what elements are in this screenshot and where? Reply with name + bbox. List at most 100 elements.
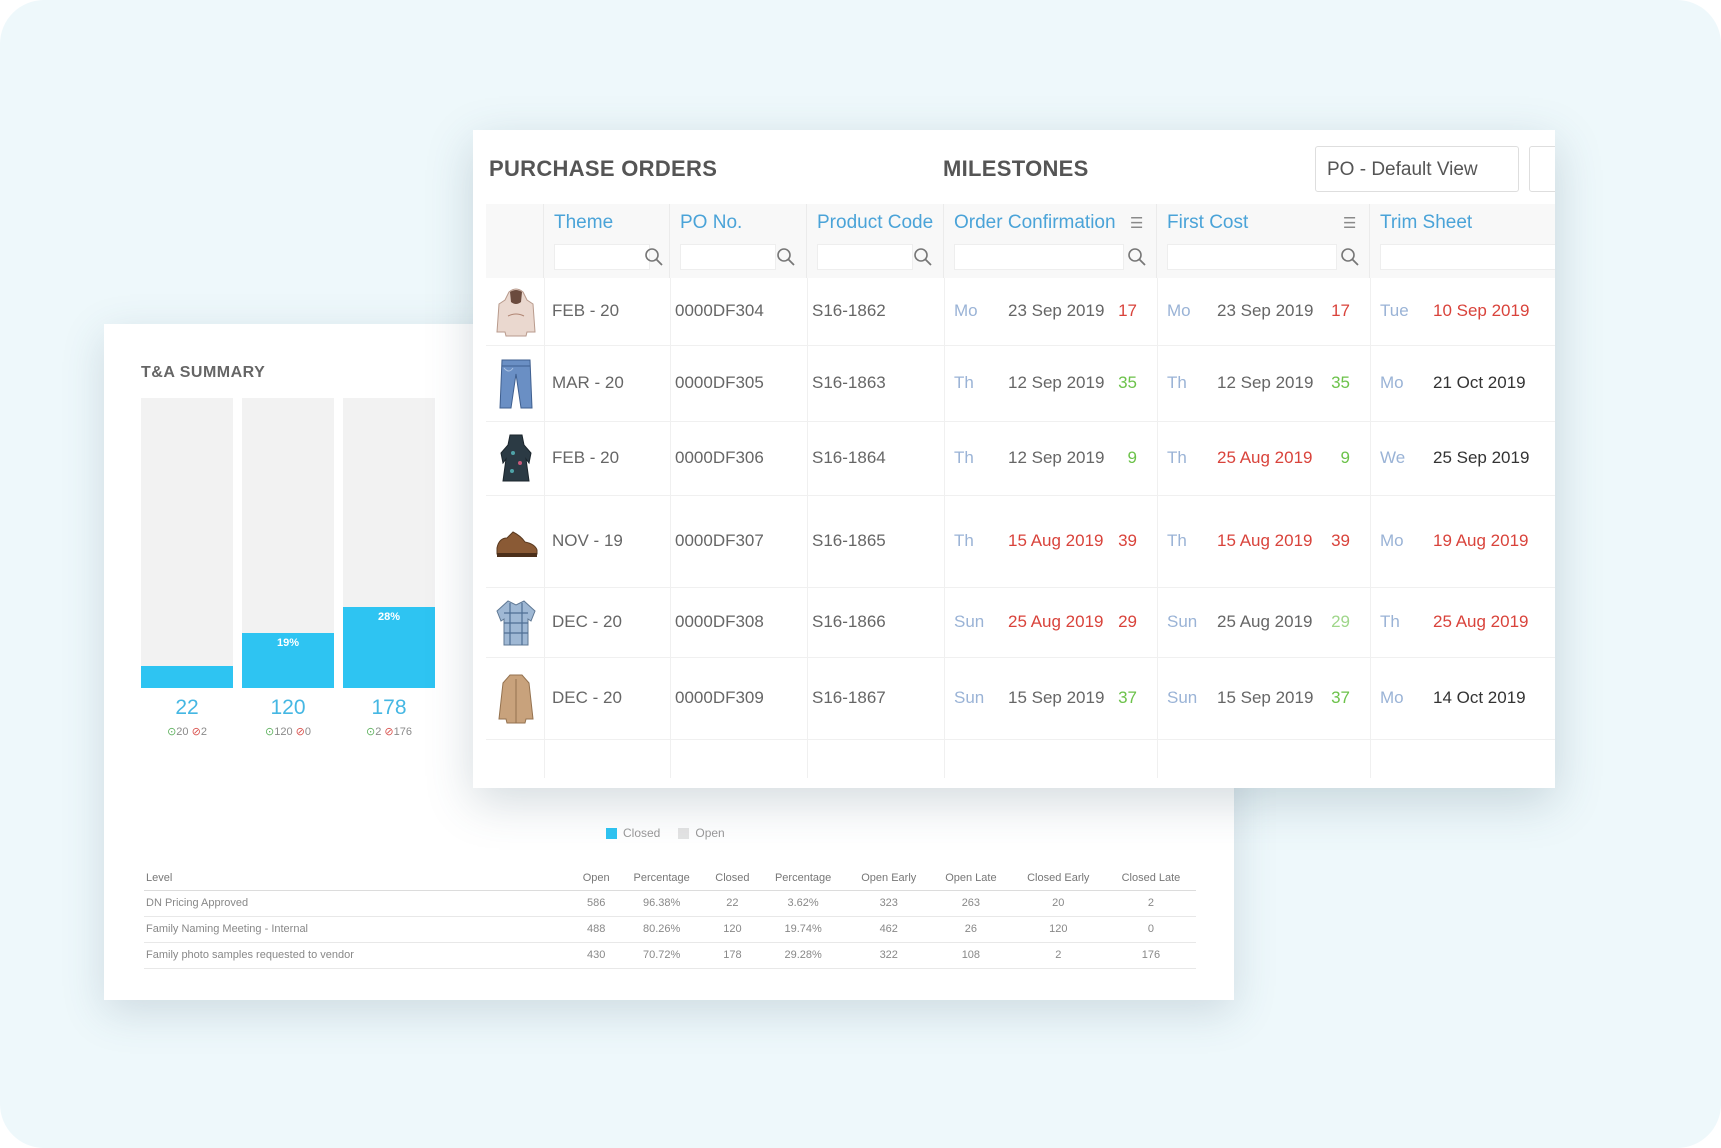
first-cost-date: 15 Sep 2019 bbox=[1217, 688, 1314, 707]
order-confirmation-menu-icon[interactable]: ☰ bbox=[1130, 215, 1144, 232]
header-po-no[interactable]: PO No. bbox=[670, 204, 807, 278]
first-cost-days-count: 29 bbox=[1331, 612, 1350, 631]
level-table-cell: 488 bbox=[574, 916, 619, 943]
po-number-cell: 0000DF305 bbox=[675, 373, 764, 392]
header-product-code-label[interactable]: Product Code bbox=[817, 212, 934, 233]
first-cost-day: Th bbox=[1167, 373, 1187, 392]
theme-cell: DEC - 20 bbox=[552, 688, 622, 707]
bar-total-label: 120 bbox=[270, 696, 306, 719]
level-table-row: Family Naming Meeting - Internal 488 80.26… bbox=[144, 916, 1196, 943]
level-table-cell: 0 bbox=[1105, 916, 1196, 943]
trim-sheet-date: 19 Aug 2019 bbox=[1433, 531, 1529, 550]
view-select[interactable]: PO - Default View bbox=[1315, 146, 1519, 192]
order-confirmation-date: 12 Sep 2019 bbox=[1008, 448, 1105, 467]
level-table-cell: 70.72% bbox=[618, 942, 705, 969]
order-confirmation-date: 25 Aug 2019 bbox=[1008, 612, 1104, 631]
level-table-cell: 322 bbox=[846, 942, 932, 969]
level-table-cell: Family photo samples requested to vendor bbox=[144, 942, 574, 969]
order-confirmation-day: Mo bbox=[954, 301, 978, 320]
purchase-orders-title: PURCHASE ORDERS bbox=[489, 156, 718, 181]
po-no-filter-input[interactable] bbox=[680, 244, 776, 270]
milestones-tab[interactable]: MILESTONES bbox=[943, 156, 1089, 181]
trim-sheet-day: Tue bbox=[1380, 301, 1409, 320]
level-table: Level Open Percentage Closed Percentage Open … bbox=[144, 868, 1196, 969]
header-product-code[interactable]: Product Code bbox=[807, 204, 944, 278]
order-confirmation-date: 15 Sep 2019 bbox=[1008, 688, 1105, 707]
bar-percent-label: 19% bbox=[276, 636, 300, 649]
order-confirmation-days-count: 39 bbox=[1118, 531, 1137, 550]
bar-open-1: 19% bbox=[242, 398, 334, 688]
po-no-search-icon[interactable] bbox=[775, 246, 797, 268]
header-po-no-label[interactable]: PO No. bbox=[680, 212, 743, 233]
header-theme-label[interactable]: Theme bbox=[554, 212, 614, 233]
order-confirmation-date: 23 Sep 2019 bbox=[1008, 301, 1105, 320]
first-cost-days-count: 37 bbox=[1331, 688, 1350, 707]
cross-circle-icon: ⊘ bbox=[191, 726, 201, 738]
header-trim-sheet-label[interactable]: Trim Sheet bbox=[1380, 212, 1473, 233]
hoodie-icon bbox=[493, 286, 539, 338]
header-first-cost[interactable]: First Cost ☰ bbox=[1157, 204, 1370, 278]
header-order-confirmation[interactable]: Order Confirmation ☰ bbox=[944, 204, 1157, 278]
level-table-header-cell: Level bbox=[144, 868, 574, 891]
po-row[interactable]: DEC - 20 0000DF308 S16-1866 Sun 25 Aug 2019 2… bbox=[486, 588, 1555, 658]
po-row[interactable]: NOV - 19 0000DF307 S16-1865 Th 15 Aug 2019 39… bbox=[486, 496, 1555, 588]
first-cost-search-icon[interactable] bbox=[1339, 246, 1361, 268]
level-table-cell: 96.38% bbox=[618, 890, 705, 917]
theme-cell: NOV - 19 bbox=[552, 531, 623, 550]
order-confirmation-search-icon[interactable] bbox=[1126, 246, 1148, 268]
theme-filter-input[interactable] bbox=[554, 244, 650, 270]
po-row[interactable]: FEB - 20 0000DF304 S16-1862 Mo 23 Sep 2019 17… bbox=[486, 278, 1555, 346]
header-trim-sheet[interactable]: Trim Sheet bbox=[1370, 204, 1555, 278]
level-table-cell: 22 bbox=[704, 890, 760, 917]
product-code-cell: S16-1864 bbox=[812, 448, 886, 467]
level-table-cell: 2 bbox=[1105, 890, 1196, 917]
dress-icon bbox=[493, 433, 539, 485]
first-cost-day: Sun bbox=[1167, 612, 1198, 631]
column-divider bbox=[544, 278, 545, 778]
po-number-cell: 0000DF309 bbox=[675, 688, 764, 707]
legend-closed-swatch bbox=[606, 827, 617, 839]
first-cost-days-count: 39 bbox=[1331, 531, 1350, 550]
trim-sheet-day: Mo bbox=[1380, 373, 1404, 392]
shoe-icon bbox=[493, 516, 539, 568]
level-table-cell: 263 bbox=[931, 890, 1011, 917]
legend-open-swatch bbox=[678, 827, 690, 839]
level-table-cell: 586 bbox=[574, 890, 619, 917]
header-first-cost-label[interactable]: First Cost bbox=[1167, 212, 1249, 233]
po-row[interactable]: MAR - 20 0000DF305 S16-1863 Th 12 Sep 2019 35… bbox=[486, 346, 1555, 422]
header-thumb-col bbox=[486, 204, 544, 278]
theme-cell: FEB - 20 bbox=[552, 448, 620, 467]
bar-status-counts: ⊙2 ⊘176 bbox=[343, 725, 435, 738]
header-theme[interactable]: Theme bbox=[544, 204, 670, 278]
level-table-cell: 462 bbox=[846, 916, 932, 943]
level-table-row: DN Pricing Approved 586 96.38% 22 3.62% 323 26… bbox=[144, 890, 1196, 917]
column-divider bbox=[807, 278, 808, 778]
header-order-confirmation-label[interactable]: Order Confirmation bbox=[954, 212, 1116, 233]
legend-open-label: Open bbox=[695, 826, 725, 840]
first-cost-filter-input[interactable] bbox=[1167, 244, 1337, 270]
po-row[interactable]: FEB - 20 0000DF306 S16-1864 Th 12 Sep 2019 9 T… bbox=[486, 422, 1555, 496]
trim-sheet-day: Th bbox=[1380, 612, 1400, 631]
product-code-cell: S16-1865 bbox=[812, 531, 886, 550]
level-table-row: Family photo samples requested to vendor… bbox=[144, 942, 1196, 969]
level-table-header-cell: Open Early bbox=[846, 868, 932, 891]
cross-circle-icon: ⊘ bbox=[295, 726, 305, 738]
first-cost-day: Sun bbox=[1167, 688, 1198, 707]
first-cost-day: Th bbox=[1167, 448, 1187, 467]
level-table-header-cell: Closed Early bbox=[1010, 868, 1106, 891]
product-code-filter-input[interactable] bbox=[817, 244, 913, 270]
bar-percent-label: 28% bbox=[377, 610, 401, 623]
trim-sheet-date: 25 Sep 2019 bbox=[1433, 448, 1530, 467]
theme-search-icon[interactable] bbox=[643, 246, 665, 268]
order-confirmation-days-count: 29 bbox=[1118, 612, 1137, 631]
order-confirmation-filter-input[interactable] bbox=[954, 244, 1124, 270]
trim-sheet-date: 10 Sep 2019 bbox=[1433, 301, 1530, 320]
trim-sheet-filter-input[interactable] bbox=[1380, 244, 1555, 270]
theme-cell: DEC - 20 bbox=[552, 612, 622, 631]
chart-legend: Closed Open bbox=[606, 826, 725, 840]
first-cost-menu-icon[interactable]: ☰ bbox=[1343, 215, 1357, 232]
po-row[interactable]: DEC - 20 0000DF309 S16-1867 Sun 15 Sep 2019 3… bbox=[486, 658, 1555, 740]
view-options-button[interactable] bbox=[1529, 146, 1555, 192]
product-code-search-icon[interactable] bbox=[912, 246, 934, 268]
order-confirmation-date: 12 Sep 2019 bbox=[1008, 373, 1105, 392]
